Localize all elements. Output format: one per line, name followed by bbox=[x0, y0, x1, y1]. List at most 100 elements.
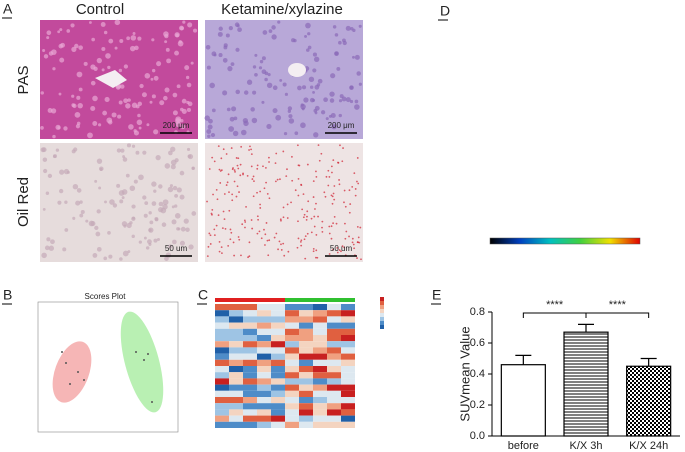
texture-dot bbox=[137, 36, 142, 41]
heat-cell bbox=[299, 347, 313, 354]
heat-cell bbox=[271, 353, 285, 360]
texture-dot bbox=[248, 241, 251, 244]
texture-dot bbox=[230, 62, 235, 67]
heat-cell bbox=[341, 322, 355, 329]
heat-cell bbox=[229, 421, 243, 428]
texture-dot bbox=[235, 47, 240, 52]
score-point bbox=[77, 371, 79, 373]
heat-cell bbox=[243, 310, 257, 317]
texture-dot bbox=[131, 204, 136, 209]
texture-dot bbox=[239, 163, 242, 166]
texture-dot bbox=[348, 189, 351, 192]
texture-dot bbox=[148, 227, 154, 233]
heat-cell bbox=[285, 353, 299, 360]
error-bar bbox=[515, 354, 532, 365]
texture-dot bbox=[126, 222, 132, 229]
texture-dot bbox=[90, 80, 96, 86]
texture-dot bbox=[76, 95, 81, 100]
texture-dot bbox=[63, 168, 70, 175]
texture-dot bbox=[164, 40, 168, 44]
x-tick-label: K/X 24h bbox=[629, 440, 668, 452]
texture-dot bbox=[247, 256, 249, 259]
texture-dot bbox=[307, 32, 311, 36]
texture-dot bbox=[338, 99, 343, 103]
texture-dot bbox=[313, 215, 316, 218]
texture-dot bbox=[263, 228, 265, 231]
heat-cell bbox=[243, 390, 257, 397]
heat-cell bbox=[341, 397, 355, 404]
heat-cell bbox=[299, 322, 313, 329]
heat-cell bbox=[299, 390, 313, 397]
heat-cell bbox=[243, 322, 257, 329]
texture-dot bbox=[58, 92, 62, 96]
heat-cell bbox=[257, 372, 271, 379]
heat-cell bbox=[257, 341, 271, 348]
scale-bar-label: 50 um bbox=[330, 244, 353, 253]
texture-dot bbox=[348, 211, 351, 214]
heat-cell bbox=[229, 328, 243, 335]
heat-cell bbox=[285, 372, 299, 379]
texture-dot bbox=[274, 180, 277, 183]
heat-cell bbox=[257, 316, 271, 323]
texture-dot bbox=[227, 173, 230, 176]
texture-dot bbox=[186, 147, 191, 152]
heat-cell bbox=[215, 353, 229, 360]
heat-cell bbox=[229, 409, 243, 416]
texture-dot bbox=[229, 238, 232, 241]
colorbar bbox=[489, 237, 641, 245]
texture-dot bbox=[231, 199, 234, 202]
heat-cell bbox=[341, 390, 355, 397]
texture-dot bbox=[222, 148, 225, 151]
texture-dot bbox=[330, 112, 336, 119]
texture-dot bbox=[309, 85, 314, 89]
texture-dot bbox=[315, 256, 317, 259]
texture-dot bbox=[232, 241, 235, 244]
texture-dot bbox=[282, 82, 287, 87]
panel-label: E bbox=[432, 287, 441, 303]
texture-dot bbox=[272, 85, 278, 91]
texture-dot bbox=[119, 199, 124, 204]
heat-cell bbox=[299, 341, 313, 348]
texture-dot bbox=[330, 225, 333, 228]
texture-dot bbox=[175, 116, 182, 123]
texture-dot bbox=[277, 20, 281, 24]
texture-dot bbox=[296, 144, 299, 147]
texture-dot bbox=[220, 246, 223, 249]
texture-dot bbox=[282, 216, 285, 219]
heat-cell bbox=[285, 390, 299, 397]
plot-title: Scores Plot bbox=[85, 292, 127, 301]
texture-dot bbox=[171, 205, 175, 209]
texture-dot bbox=[342, 40, 347, 46]
texture-dot bbox=[87, 132, 93, 139]
texture-dot bbox=[174, 50, 179, 56]
texture-dot bbox=[213, 160, 216, 163]
heat-cell bbox=[257, 366, 271, 373]
y-tick-label: 0.6 bbox=[470, 337, 485, 349]
texture-dot bbox=[172, 185, 178, 191]
texture-dot bbox=[222, 90, 228, 96]
texture-dot bbox=[165, 47, 170, 52]
texture-dot bbox=[266, 239, 269, 242]
heat-cell bbox=[285, 316, 299, 323]
texture-dot bbox=[345, 230, 348, 233]
texture-dot bbox=[332, 159, 335, 162]
color-key bbox=[380, 317, 384, 321]
texture-dot bbox=[191, 166, 196, 171]
texture-dot bbox=[178, 40, 182, 44]
texture-dot bbox=[40, 126, 44, 130]
texture-dot bbox=[151, 68, 156, 73]
panel-label: A bbox=[3, 1, 13, 17]
texture-dot bbox=[57, 200, 62, 205]
texture-dot bbox=[358, 82, 362, 86]
texture-dot bbox=[307, 200, 310, 203]
heat-cell bbox=[257, 421, 271, 428]
heat-cell bbox=[327, 335, 341, 342]
heat-cell bbox=[299, 415, 313, 422]
heat-cell bbox=[299, 328, 313, 335]
texture-dot bbox=[280, 249, 283, 251]
texture-dot bbox=[187, 101, 193, 107]
texture-dot bbox=[359, 226, 362, 229]
texture-dot bbox=[252, 65, 257, 69]
texture-dot bbox=[121, 189, 128, 195]
texture-dot bbox=[59, 57, 65, 63]
